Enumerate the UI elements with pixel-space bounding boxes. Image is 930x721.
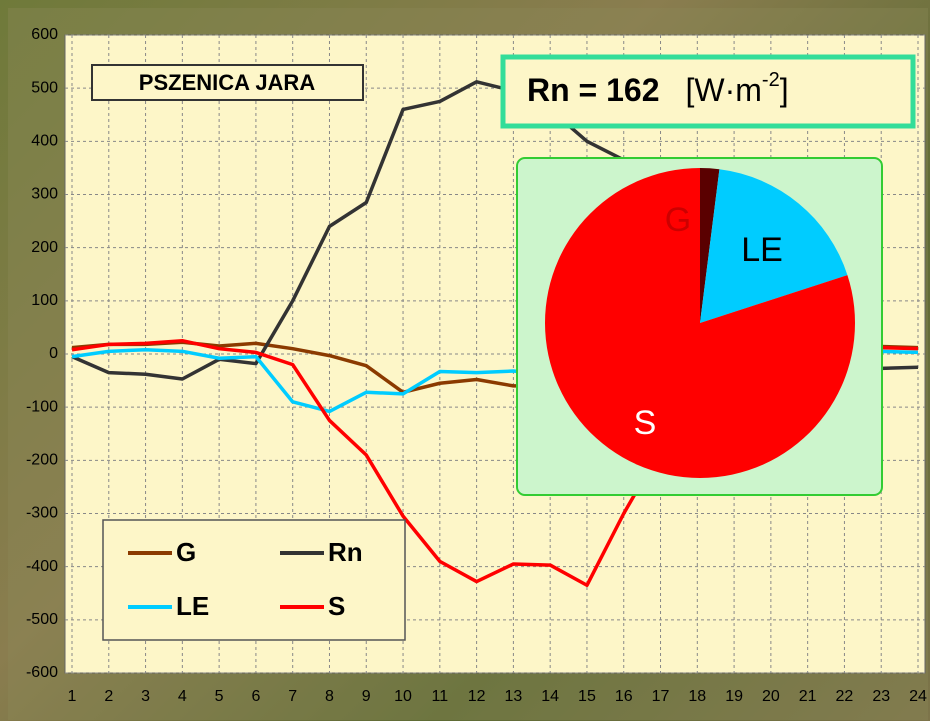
x-tick-label: 8 (325, 688, 334, 705)
x-tick-label: 20 (762, 688, 780, 705)
label-box (91, 64, 364, 101)
y-tick-label: 400 (31, 133, 58, 150)
y-tick-label: -200 (26, 452, 58, 469)
y-tick-label: 500 (31, 79, 58, 96)
x-tick-label: 4 (178, 688, 187, 705)
y-tick-label: -300 (26, 505, 58, 522)
x-tick-label: 7 (288, 688, 297, 705)
rn-box (500, 54, 916, 129)
x-tick-label: 16 (615, 688, 633, 705)
x-tick-label: 24 (909, 688, 927, 705)
x-tick-label: 15 (578, 688, 596, 705)
x-tick-label: 9 (362, 688, 371, 705)
legend-label: G (176, 537, 196, 567)
legend-box (102, 519, 406, 641)
legend-label: LE (176, 591, 209, 621)
pie-slice (700, 169, 848, 323)
x-tick-label: 17 (652, 688, 670, 705)
x-tick-label: 11 (432, 688, 449, 705)
unit-exponent: -2 (762, 69, 780, 91)
x-tick-label: 13 (504, 688, 522, 705)
pie: G LE S (545, 168, 855, 478)
x-tick-label: 3 (141, 688, 150, 705)
unit-close: ] (780, 72, 789, 108)
x-tick-label: 2 (104, 688, 113, 705)
unit: [W·m (686, 72, 762, 108)
x-tick-label: 1 (68, 688, 77, 705)
y-tick-label: 600 (31, 26, 58, 43)
rn-text: Rn = 162 [W·m-2] (527, 69, 789, 108)
y-tick-label: 100 (31, 292, 58, 309)
y-tick-label: -600 (26, 664, 58, 681)
x-tick-label: 6 (251, 688, 260, 705)
pie-label: LE (741, 231, 783, 269)
x-tick-label: 14 (541, 688, 559, 705)
chart-label: PSZENICA JARA (139, 70, 316, 95)
y-tick-label: 300 (31, 186, 58, 203)
x-tick-label: 10 (394, 688, 412, 705)
y-tick-label: -400 (26, 558, 58, 575)
x-tick-label: 18 (688, 688, 706, 705)
x-tick-label: 5 (215, 688, 224, 705)
legend-label: Rn (328, 537, 363, 567)
y-tick-label: 0 (49, 345, 58, 362)
x-tick-label: 12 (468, 688, 486, 705)
rn-value: Rn = 162 (527, 72, 660, 108)
pie-label: G (665, 201, 691, 239)
y-tick-label: -500 (26, 611, 58, 628)
legend-label: S (328, 591, 345, 621)
y-tick-label: 200 (31, 239, 58, 256)
legend: G Rn LE S (102, 519, 406, 641)
x-tick-label: 23 (872, 688, 890, 705)
pie-slice (545, 168, 855, 478)
x-tick-label: 19 (725, 688, 743, 705)
x-tick-label: 22 (836, 688, 854, 705)
y-tick-label: -100 (26, 398, 58, 415)
pie-label: S (634, 404, 657, 442)
x-tick-label: 21 (799, 688, 817, 705)
pie-slice (700, 168, 720, 323)
